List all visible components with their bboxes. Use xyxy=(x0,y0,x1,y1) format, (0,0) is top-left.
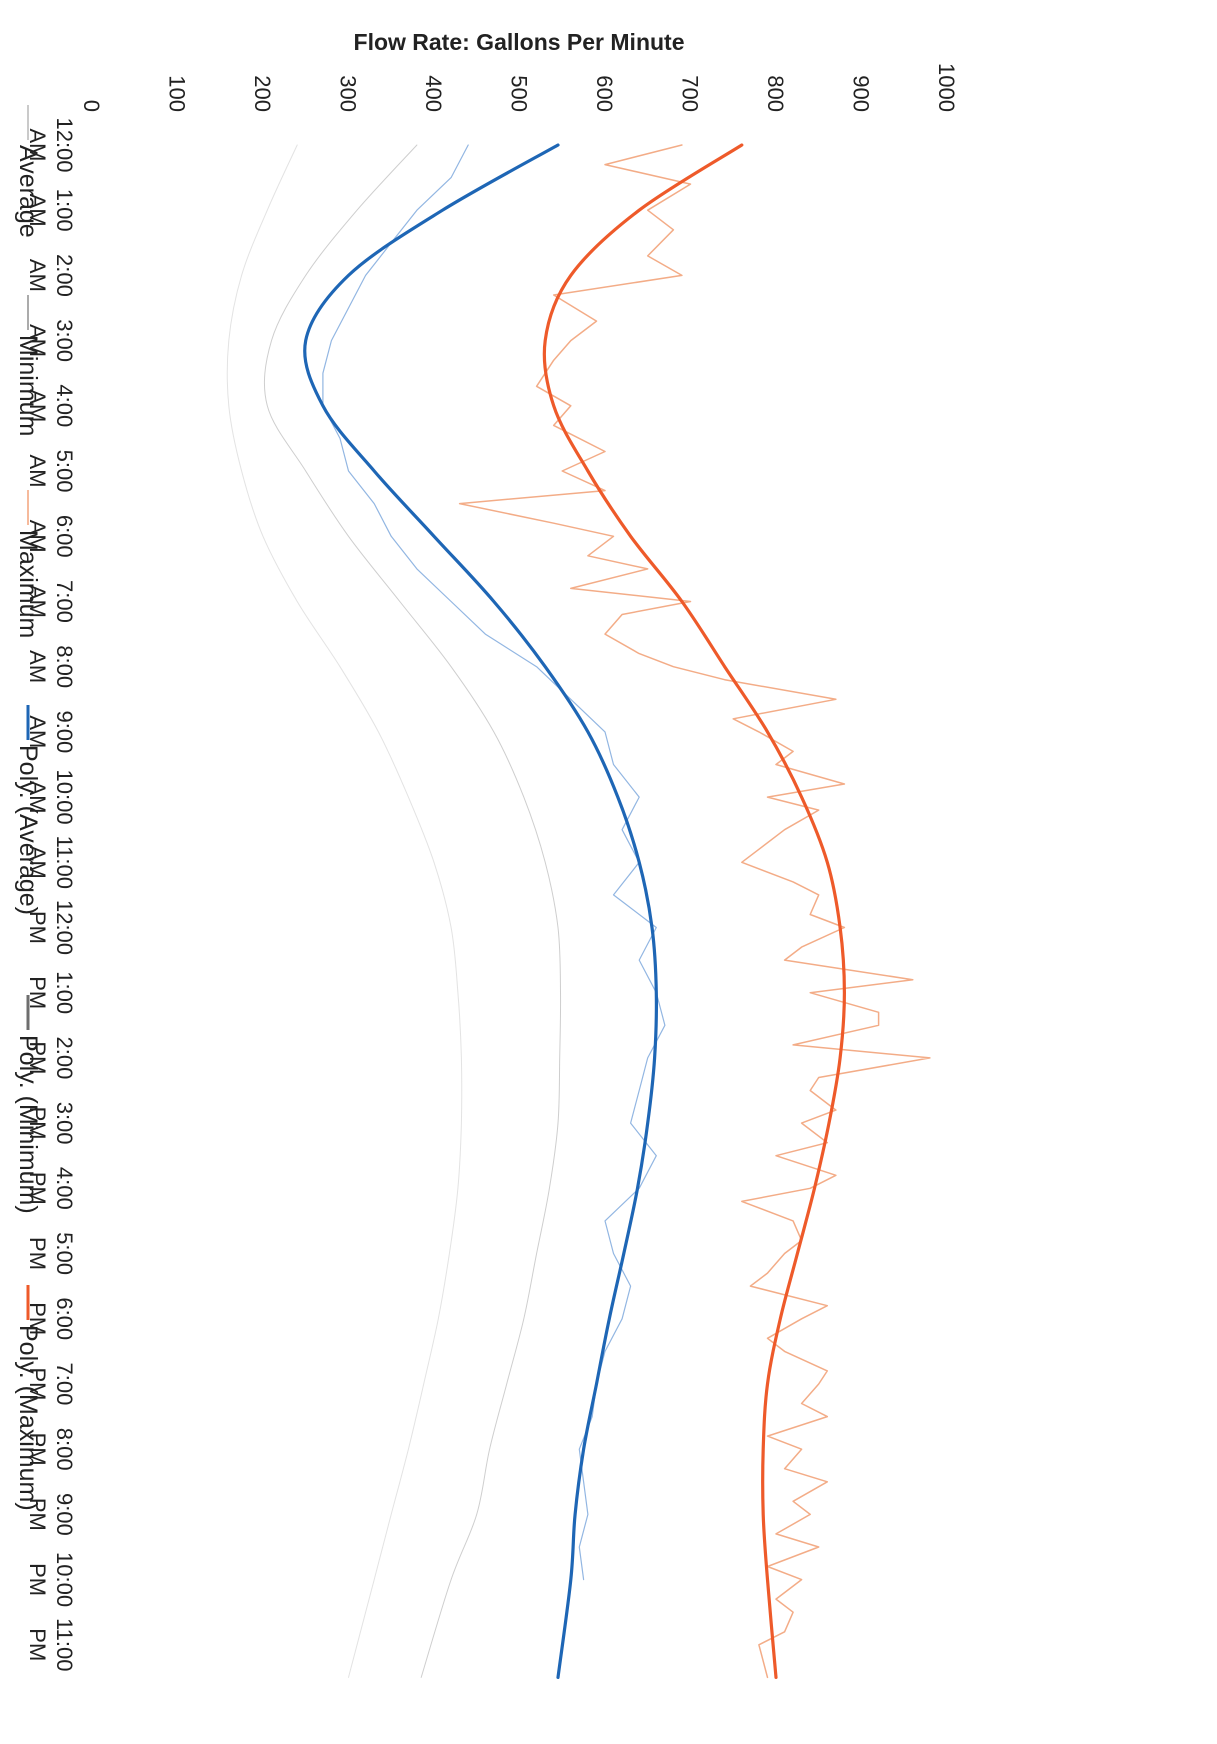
y-tick-label: 400 xyxy=(421,75,446,112)
y-tick-label: 900 xyxy=(849,75,874,112)
y-tick-label: 700 xyxy=(678,75,703,112)
y-axis-title: Flow Rate: Gallons Per Minute xyxy=(354,29,685,55)
legend-item: Maximum xyxy=(14,490,42,638)
x-tick-label: 7:00PM xyxy=(25,1363,77,1406)
x-tick-label: 11:00PM xyxy=(25,1618,77,1671)
series-line-poly-maximum xyxy=(542,143,846,1679)
legend: Average Minimum Maximum Poly. (Average) Poly… xyxy=(14,105,42,1511)
x-tick-label: 4:00AM xyxy=(25,384,77,427)
x-axis: 12:00AM 1:00AM 2:00AM 3:00AM 4:00AM 5:00AM 6:0… xyxy=(25,117,77,1671)
x-tick-label: 2:00AM xyxy=(25,254,77,297)
y-tick-label: 200 xyxy=(250,75,275,112)
y-tick-label: 100 xyxy=(165,75,190,112)
series-line-average-light-blue-detail xyxy=(322,144,666,1581)
x-tick-label: 2:00PM xyxy=(25,1037,77,1080)
series-line-minimum xyxy=(226,144,463,1678)
legend-item: Poly. (Maximum) xyxy=(14,1285,42,1511)
series-line-average xyxy=(263,144,562,1678)
legend-label: Poly. (Average) xyxy=(14,745,42,915)
x-tick-label: 4:00PM xyxy=(25,1167,77,1210)
series-line-poly-average xyxy=(303,143,659,1679)
y-tick-label: 600 xyxy=(592,75,617,112)
x-tick-label: 10:00PM xyxy=(25,1552,77,1607)
x-tick-label: 9:00PM xyxy=(25,1493,77,1536)
legend-label: Average xyxy=(14,145,42,238)
y-tick-label: 800 xyxy=(763,75,788,112)
x-tick-label: 9:00AM xyxy=(25,710,77,753)
y-tick-label: 1000 xyxy=(934,63,959,112)
x-tick-label: 6:00AM xyxy=(25,515,77,558)
legend-label: Maximum xyxy=(14,530,42,638)
x-tick-label: 12:00AM xyxy=(25,117,77,172)
x-tick-label: 7:00AM xyxy=(25,580,77,623)
legend-item: Average xyxy=(14,105,42,238)
x-tick-label: 5:00PM xyxy=(25,1232,77,1275)
x-tick-label: 3:00PM xyxy=(25,1102,77,1145)
x-tick-label: 5:00AM xyxy=(25,450,77,493)
y-tick-label: 500 xyxy=(507,75,532,112)
rotated-chart-frame: 0 100 200 300 400 500 600 700 800 900 1000 12:00AM… xyxy=(14,29,959,1679)
legend-label: Poly. (Maximum) xyxy=(14,1325,42,1511)
legend-label: Poly. (Minimum) xyxy=(14,1035,42,1214)
legend-label: Minimum xyxy=(14,335,42,436)
x-tick-label: 1:00PM xyxy=(25,971,77,1014)
legend-item: Poly. (Average) xyxy=(14,705,42,915)
x-tick-label: 8:00PM xyxy=(25,1428,77,1471)
x-tick-label: 10:00AM xyxy=(25,770,77,825)
legend-item: Poly. (Minimum) xyxy=(14,995,42,1214)
x-tick-label: 8:00AM xyxy=(25,645,77,688)
y-tick-label: 0 xyxy=(79,100,104,112)
y-tick-label: 300 xyxy=(336,75,361,112)
series-line-maximum xyxy=(458,144,931,1679)
x-tick-label: 12:00PM xyxy=(25,900,77,955)
x-tick-label: 1:00AM xyxy=(25,189,77,232)
x-tick-label: 3:00AM xyxy=(25,319,77,362)
legend-item: Minimum xyxy=(14,295,42,436)
x-tick-label: 11:00AM xyxy=(25,836,77,889)
plot-area xyxy=(226,143,931,1679)
y-axis: 0 100 200 300 400 500 600 700 800 900 1000 xyxy=(79,63,959,112)
